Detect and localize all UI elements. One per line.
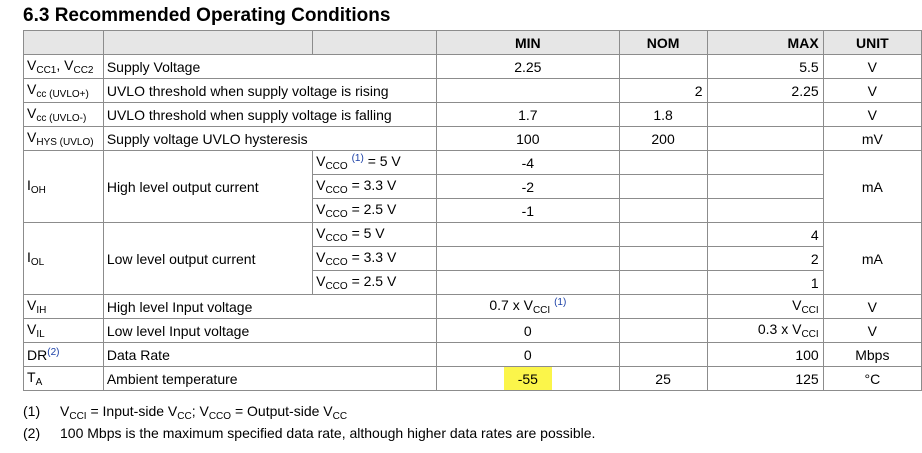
symbol-iol: IOL xyxy=(23,222,104,295)
symbol-vhys: VHYS (UVLO) xyxy=(23,126,104,151)
symbol-uvlo-plus: Vcc (UVLO+) xyxy=(23,78,104,103)
symbol-ioh: IOH xyxy=(23,150,104,223)
symbol-dr: DR(2) xyxy=(23,342,104,367)
symbol-vih: VIH xyxy=(23,294,104,319)
recommended-operating-conditions-table: MIN NOM MAX UNIT VCC1, VCC2 Supply Volta… xyxy=(23,30,922,391)
symbol-vcc: VCC1, VCC2 xyxy=(23,54,104,79)
table-row: VIL Low level Input voltage 0 0.3 x VCCI… xyxy=(23,318,922,343)
footnote-2: (2) 100 Mbps is the maximum specified da… xyxy=(23,425,596,441)
section-title: 6.3 Recommended Operating Conditions xyxy=(23,5,391,26)
header-min: MIN xyxy=(436,30,620,55)
symbol-uvlo-minus: Vcc (UVLO-) xyxy=(23,102,104,127)
condition-cell: VCCO (1) = 5 V xyxy=(312,150,438,175)
table-row: Vcc (UVLO+) UVLO threshold when supply v… xyxy=(23,78,922,103)
condition-cell: VCCO = 5 V xyxy=(312,222,438,247)
table-row: IOH High level output current VCCO (1) =… xyxy=(23,150,922,223)
table-row: TA Ambient temperature -55 25 125 °C xyxy=(23,366,922,391)
header-nom: NOM xyxy=(618,30,708,55)
symbol-ta: TA xyxy=(23,366,104,391)
header-unit: UNIT xyxy=(822,30,922,55)
table-row: VIH High level Input voltage 0.7 x VCCI … xyxy=(23,294,922,319)
footnote-1: (1) VCCI = Input-side VCC; VCCO = Output… xyxy=(23,403,348,422)
header-max: MAX xyxy=(706,30,824,55)
symbol-vil: VIL xyxy=(23,318,104,343)
table-row: VCC1, VCC2 Supply Voltage 2.25 5.5 V xyxy=(23,54,922,79)
highlighted-value: -55 xyxy=(503,367,552,390)
table-row: VHYS (UVLO) Supply voltage UVLO hysteres… xyxy=(23,126,922,151)
condition-cell: VCCO = 2.5 V xyxy=(312,270,438,295)
table-row: IOL Low level output current VCCO = 5 V … xyxy=(23,222,922,295)
footnotes: (1) VCCI = Input-side VCC; VCCO = Output… xyxy=(23,403,595,441)
table-row: Vcc (UVLO-) UVLO threshold when supply v… xyxy=(23,102,922,127)
table-row: DR(2) Data Rate 0 100 Mbps xyxy=(23,342,922,367)
header-row: MIN NOM MAX UNIT xyxy=(23,30,922,55)
condition-cell: VCCO = 3.3 V xyxy=(312,246,438,271)
condition-cell: VCCO = 3.3 V xyxy=(312,174,438,199)
condition-cell: VCCO = 2.5 V xyxy=(312,198,438,223)
table-row: VCCO = 3.3 V 2 xyxy=(24,246,922,271)
